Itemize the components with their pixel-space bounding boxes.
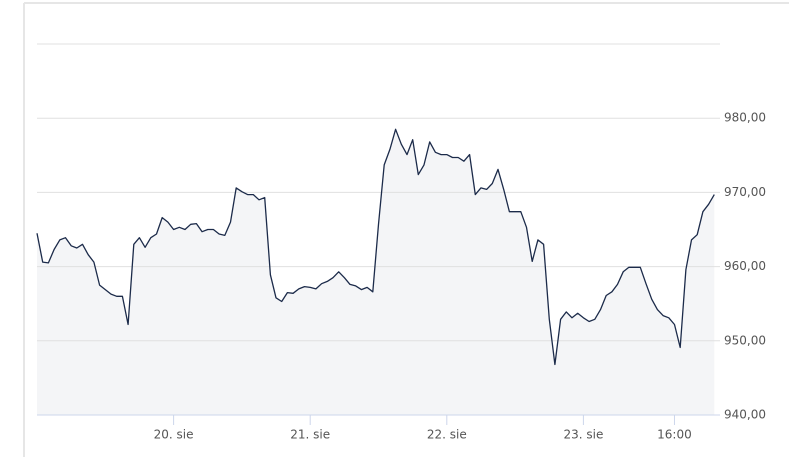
- y-tick-label: 980,00: [724, 111, 766, 125]
- x-tick-label: 20. sie: [154, 428, 194, 442]
- y-tick-label: 960,00: [724, 259, 766, 273]
- price-line: [36, 128, 715, 366]
- x-tick-label: 22. sie: [427, 428, 467, 442]
- y-tick-label: 950,00: [724, 333, 766, 347]
- y-tick-label: 970,00: [724, 185, 766, 199]
- y-tick-label: 940,00: [724, 408, 766, 422]
- area: [37, 129, 715, 416]
- x-tick-label: 23. sie: [563, 428, 603, 442]
- x-tick-label: 21. sie: [290, 428, 330, 442]
- x-tick-label: 16:00: [657, 428, 692, 442]
